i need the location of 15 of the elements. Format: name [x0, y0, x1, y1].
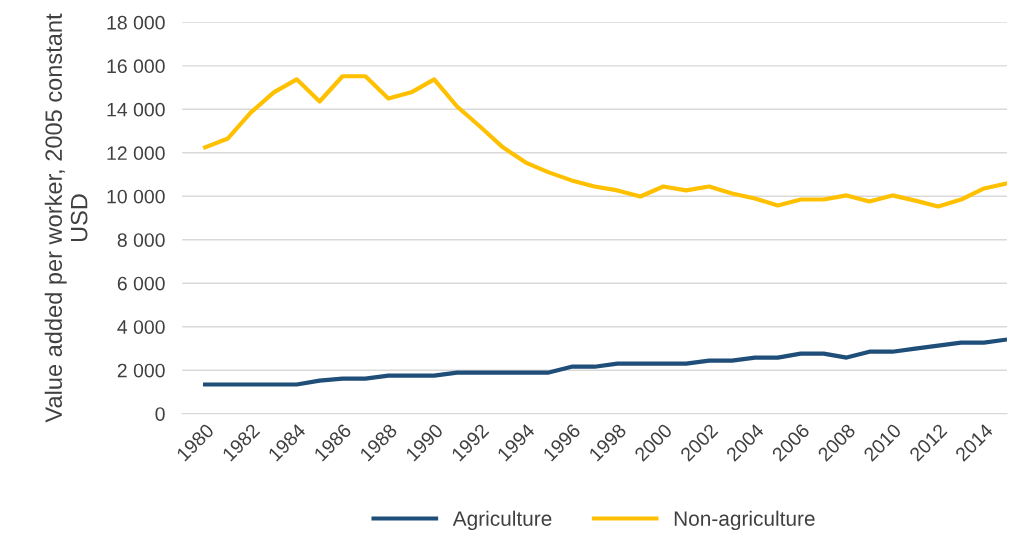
y-tick-label: 4 000	[117, 320, 165, 334]
legend-label: Non-agriculture	[674, 510, 815, 531]
y-tick-label: 14 000	[107, 102, 165, 117]
y-axis-title: Value added per worker, 2005 constant USD	[44, 13, 88, 423]
y-tick-label: 16 000	[107, 59, 165, 74]
y-tick-label: 10 000	[107, 189, 165, 204]
y-tick-label: 8 000	[117, 233, 165, 247]
legend-label: Agriculture	[452, 510, 552, 531]
line-series	[202, 337, 1007, 387]
y-tick-label: 18 000	[107, 15, 165, 30]
y-tick-label: 0	[155, 407, 165, 421]
line-series	[202, 74, 1007, 209]
y-tick-label: 6 000	[117, 276, 165, 291]
y-tick-label: 2 000	[117, 363, 165, 378]
y-tick-label: 12 000	[107, 146, 165, 161]
